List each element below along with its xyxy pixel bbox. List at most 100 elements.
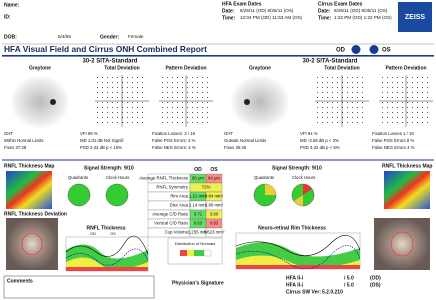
column-header: OD <box>194 167 202 173</box>
blind-spot <box>244 99 250 105</box>
version: (OS) <box>370 282 381 288</box>
label: Cirrus Exam Dates <box>318 1 363 7</box>
cell-value: 72% <box>202 185 211 190</box>
label: Clock Hours <box>292 175 315 180</box>
panel-title: Total Deviation <box>324 65 359 71</box>
label: GHT <box>4 131 13 136</box>
section-title: RNFL Thickness Map <box>382 163 432 169</box>
blind-spot <box>50 99 56 105</box>
header: Name: ID: DOB: 5/4/58 Gender: Female HFA… <box>4 1 432 40</box>
test-title: 30-2 SITA-Standard <box>83 59 138 65</box>
rim-graph <box>236 233 360 269</box>
divider <box>2 55 434 57</box>
cell-value: 0.623 mm³ <box>204 230 225 235</box>
cell-value: 96 μm <box>192 176 204 181</box>
distribution-title: Distribution of Normals <box>175 241 215 246</box>
value: Within Normal Limits <box>4 138 43 143</box>
row-label: Disc Area <box>170 203 189 208</box>
label: Quadrants <box>254 175 274 180</box>
row-label: RNFL Symmetry <box>156 185 188 190</box>
legend: OD <box>90 231 96 236</box>
value: 12:04 PM (OD) 11:53 AM (OS) <box>240 15 303 20</box>
graph-title: Neuro-retinal Rim Thickness <box>258 225 326 231</box>
panel-title: Pattern Deviation <box>385 65 426 71</box>
comments-label: Comments <box>7 278 33 284</box>
value: 1:22 PM (OD) 1:22 PM (OS) <box>334 15 392 20</box>
signal: Signal Strength: 9/10 <box>84 165 134 171</box>
panel-title: Graytone <box>249 65 271 71</box>
value: Female <box>128 34 144 39</box>
label: Name: <box>4 2 20 8</box>
index: VFI 94 % <box>300 131 318 136</box>
index: MD 1.01 dB Not Signifi <box>80 138 124 143</box>
thickness-map <box>384 171 430 209</box>
reliability: Fixation Losses 1 / 18 <box>372 131 414 136</box>
swatch <box>194 250 204 256</box>
cell-value: 0.83 <box>210 221 219 226</box>
version: 5.2.0.210 <box>322 289 343 295</box>
row-label: Rim Area <box>170 194 188 199</box>
swatch <box>204 250 211 256</box>
reliability: False POS Errors 8 % <box>372 138 414 143</box>
swatch <box>180 250 187 256</box>
cell-value: 0.84 mm² <box>205 194 224 199</box>
value: Fixes 37:48 <box>4 145 27 150</box>
index: PSD 2.42 dB p < 10% <box>80 145 122 150</box>
cell-value: 1.80 mm² <box>205 203 224 208</box>
graphic <box>66 267 148 271</box>
section-title: RNFL Thickness Deviation <box>4 211 67 217</box>
version: HFA II-i <box>286 275 304 281</box>
row-label: Average RNFL Thickness <box>139 176 188 181</box>
reliability: Fixation Losses: 3 / 16 <box>152 131 196 136</box>
index: MD -3.08 dB p < 2% <box>300 138 339 143</box>
section-title: RNFL Thickness Map <box>4 163 54 169</box>
panel-title: Pattern Deviation <box>165 65 206 71</box>
label: GHT <box>224 131 233 136</box>
value: Outside Normal Limits <box>224 138 266 143</box>
value: 5/4/58 <box>58 34 71 39</box>
eye-label: OD <box>336 48 346 54</box>
cell-value: 0.71 <box>194 212 203 217</box>
version: / 5.0 <box>344 275 354 281</box>
visual-field-os: 30-2 SITA-StandardGraytoneTotal Deviatio… <box>224 59 433 151</box>
label: Clock Hours <box>106 175 129 180</box>
clock-chart <box>106 184 128 206</box>
label: HFA Exam Dates <box>222 1 262 7</box>
index: VFI 99 % <box>80 131 98 136</box>
version: (OD) <box>370 275 381 281</box>
value: 8/25/11 (OD) 8/25/11 (OS) <box>240 8 294 13</box>
report: Name: ID: DOB: 5/4/58 Gender: Female HFA… <box>0 0 436 300</box>
visual-field-od: 30-2 SITA-Standard Graytone Total Deviatio… <box>4 59 213 151</box>
graytone <box>230 75 290 129</box>
reliability: False NEG Errors 4 % <box>372 145 415 150</box>
graytone <box>10 75 70 129</box>
reliability: False NEG Errors: 4 % <box>152 145 196 150</box>
report-title: HFA Visual Field and Cirrus ONH Combined… <box>4 44 207 54</box>
eye-icon <box>352 45 361 54</box>
rnfl-graph <box>66 236 148 271</box>
label: Time: <box>318 15 332 21</box>
cell-value: 64 μm <box>208 176 220 181</box>
signal: Signal Strength: 9/10 <box>272 165 322 171</box>
version: Cirrus SW Ver: <box>286 289 321 295</box>
panel-title: Graytone <box>29 65 51 71</box>
fundus-image <box>374 218 430 270</box>
panel-title: Total Deviation <box>104 65 139 71</box>
graphic <box>236 265 360 269</box>
eye-label: OS <box>382 48 391 54</box>
label: Gender: <box>100 34 120 40</box>
label: Time: <box>222 15 236 21</box>
logo: ZEISS <box>405 14 426 21</box>
legend: OS <box>110 231 116 236</box>
row-label: Average C/D Ratio <box>152 212 188 217</box>
version: HFA II-i <box>286 282 304 288</box>
label: ID: <box>4 14 11 20</box>
fundus-image <box>6 218 58 270</box>
row-label: Vertical C/D Ratio <box>154 221 189 226</box>
eye-icon <box>370 45 379 54</box>
label: Date: <box>318 8 331 14</box>
label: DOB: <box>4 34 17 40</box>
cell-value: 0.80 <box>210 212 219 217</box>
row-label: Cup Volume <box>165 230 189 235</box>
